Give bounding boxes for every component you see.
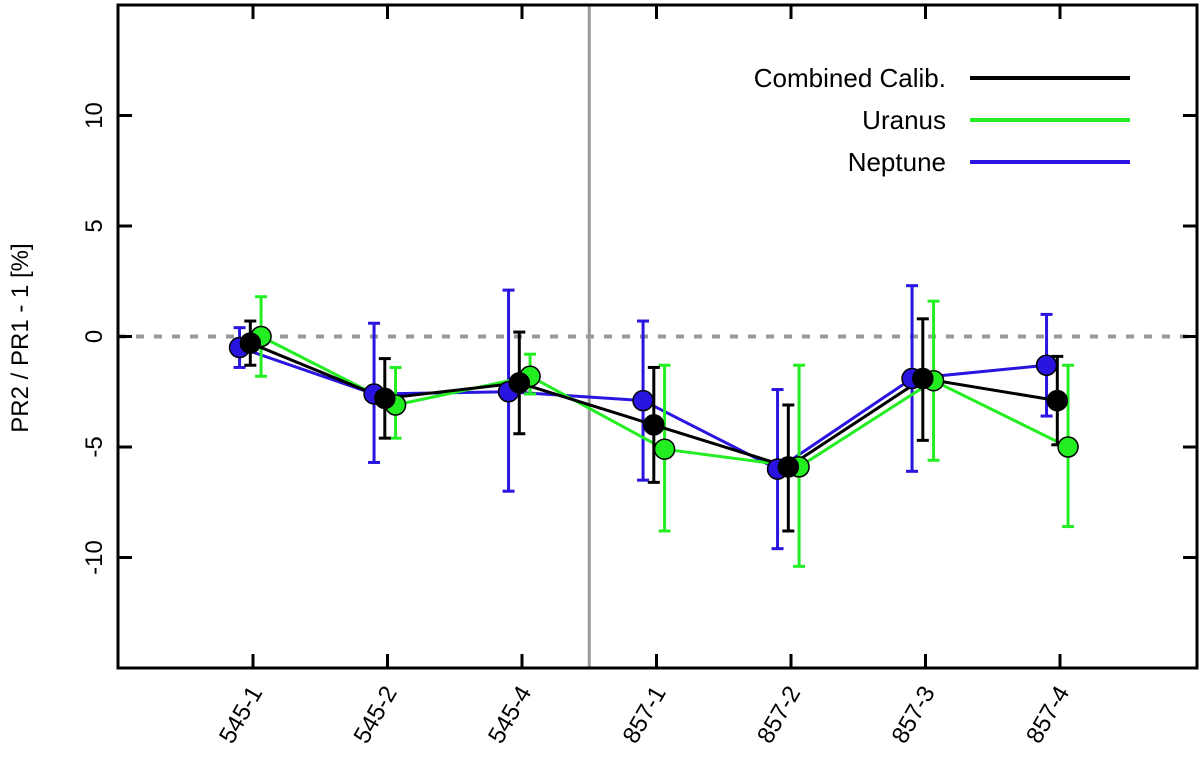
data-point <box>374 387 396 410</box>
x-tick-label: 857-1 <box>618 682 672 749</box>
data-point <box>777 456 800 478</box>
y-axis-ticks: 10 5 0 -5 -10 <box>81 102 1197 575</box>
series-points <box>250 325 1079 478</box>
data-point <box>653 438 676 460</box>
data-point <box>239 332 262 354</box>
data-point <box>1035 354 1058 376</box>
y-axis-label: PR2 / PR1 - 1 [%] <box>7 243 34 432</box>
y-tick-label: 10 <box>81 102 108 129</box>
data-point <box>632 389 654 412</box>
data-point <box>912 367 934 390</box>
x-tick-label: 545-2 <box>349 682 403 749</box>
x-tick-label: 545-1 <box>214 682 268 749</box>
y-tick-label: -10 <box>81 540 108 575</box>
data-point <box>643 414 665 436</box>
legend-label: Neptune <box>848 147 946 177</box>
legend-label: Combined Calib. <box>754 63 946 93</box>
plot-frame <box>116 3 1199 670</box>
series-layer <box>228 284 1079 568</box>
y-tick-label: -5 <box>81 436 108 457</box>
x-tick-label: 857-2 <box>752 682 806 749</box>
data-point <box>1057 436 1079 458</box>
data-point <box>508 372 531 394</box>
x-tick-label: 857-4 <box>1021 682 1075 749</box>
legend-label: Uranus <box>862 105 946 135</box>
x-tick-label: 545-4 <box>483 682 537 749</box>
series-neptune <box>233 284 1053 551</box>
series-points <box>239 332 1069 478</box>
x-tick-label: 857-3 <box>887 682 941 749</box>
data-point <box>1046 389 1069 412</box>
legend: Combined Calib. Uranus Neptune <box>754 63 1130 177</box>
series-points <box>228 336 1058 480</box>
y-tick-label: 5 <box>81 219 108 232</box>
y-tick-label: 0 <box>81 330 108 343</box>
